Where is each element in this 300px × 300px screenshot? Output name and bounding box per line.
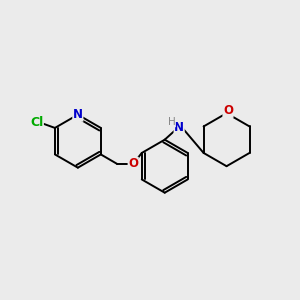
Text: N: N [174,122,184,134]
Text: Cl: Cl [30,116,43,128]
Text: O: O [223,104,233,117]
Text: O: O [128,157,138,170]
Text: H: H [168,117,176,127]
Text: N: N [73,108,83,121]
